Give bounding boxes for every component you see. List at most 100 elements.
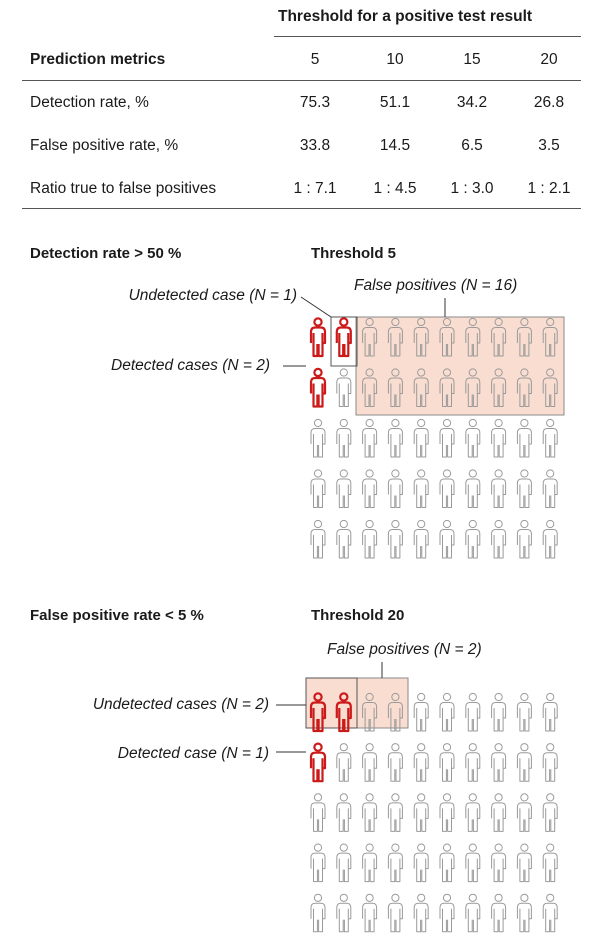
- person-icon: [362, 692, 378, 732]
- person-icon: [362, 519, 378, 559]
- person-case-icon: [309, 742, 327, 783]
- person-icon: [387, 418, 403, 458]
- person-icon: [542, 317, 558, 357]
- person-icon: [516, 743, 532, 782]
- threshold-heading: Threshold 5: [311, 245, 397, 262]
- person-icon: [387, 793, 403, 832]
- person-icon: [439, 793, 455, 832]
- person-icon: [542, 519, 558, 559]
- person-icon: [491, 692, 507, 732]
- person-icon: [491, 368, 507, 407]
- person-icon: [413, 418, 429, 458]
- person-icon: [465, 893, 481, 933]
- person-icon: [516, 317, 532, 357]
- person-icon: [439, 893, 455, 933]
- false-positives-label: False positives (N = 2): [327, 641, 482, 658]
- person-icon: [362, 893, 378, 933]
- person-icon: [413, 469, 429, 508]
- person-icon: [336, 469, 352, 508]
- person-icon: [465, 743, 481, 782]
- person-icon: [465, 368, 481, 407]
- person-icon: [542, 692, 558, 732]
- person-icon: [491, 317, 507, 357]
- person-case-icon: [309, 367, 327, 408]
- table-cell: 1 : 2.1: [527, 180, 571, 197]
- person-icon: [439, 743, 455, 782]
- person-icon: [413, 743, 429, 782]
- person-icon: [465, 793, 481, 832]
- person-case-icon: [309, 692, 327, 733]
- person-icon: [516, 893, 532, 933]
- person-icon: [387, 317, 403, 357]
- row-label-false-positive-rate: False positive rate, %: [30, 137, 179, 154]
- person-icon: [465, 418, 481, 458]
- person-icon: [413, 317, 429, 357]
- row-label-ratio: Ratio true to false positives: [30, 180, 217, 197]
- undetected-box: [305, 677, 358, 729]
- table-cell: 6.5: [461, 137, 483, 154]
- person-icon: [491, 519, 507, 559]
- person-icon: [387, 368, 403, 407]
- person-icon: [542, 893, 558, 933]
- person-case-icon: [335, 317, 352, 358]
- person-icon: [362, 469, 378, 508]
- undetected-label: Undetected cases (N = 2): [92, 696, 269, 713]
- person-icon: [465, 519, 481, 559]
- person-icon: [491, 893, 507, 933]
- undetected-label: Undetected case (N = 1): [128, 287, 297, 304]
- detected-label: Detected cases (N = 2): [111, 357, 270, 374]
- person-icon: [362, 368, 378, 407]
- person-icon: [362, 743, 378, 782]
- person-case-icon: [309, 317, 327, 358]
- person-icon: [336, 893, 352, 933]
- person-icon: [516, 368, 532, 407]
- threshold-col-15: 15: [463, 51, 481, 68]
- undetected-box: [330, 316, 358, 367]
- person-icon: [336, 793, 352, 832]
- threshold-heading: Threshold 20: [311, 607, 405, 624]
- person-icon: [336, 843, 352, 883]
- person-icon: [387, 743, 403, 782]
- person-icon: [542, 418, 558, 458]
- person-icon: [310, 893, 326, 933]
- person-icon: [491, 843, 507, 883]
- person-icon: [439, 692, 455, 732]
- person-icon: [491, 793, 507, 832]
- person-icon: [516, 469, 532, 508]
- person-icon: [336, 519, 352, 559]
- person-icon: [491, 743, 507, 782]
- criterion-heading: Detection rate > 50 %: [30, 245, 182, 262]
- person-icon: [516, 793, 532, 832]
- person-icon: [542, 843, 558, 883]
- person-icon: [413, 519, 429, 559]
- person-icon: [310, 469, 326, 508]
- person-icon: [310, 418, 326, 458]
- person-icon: [336, 418, 352, 458]
- person-icon: [413, 368, 429, 407]
- person-icon: [542, 743, 558, 782]
- table-cell: 75.3: [299, 94, 331, 111]
- person-icon: [336, 743, 352, 782]
- callout-leader-line: [300, 296, 332, 318]
- metrics-table: Threshold for a positive test result Pre…: [22, 0, 597, 215]
- table-cell: 26.8: [533, 94, 565, 111]
- person-icon: [310, 793, 326, 832]
- person-icon: [413, 692, 429, 732]
- person-icon: [362, 793, 378, 832]
- metrics-column-header: Prediction metrics: [30, 51, 166, 68]
- person-icon: [413, 893, 429, 933]
- person-icon: [439, 519, 455, 559]
- person-icon: [465, 843, 481, 883]
- person-icon: [310, 519, 326, 559]
- person-icon: [465, 692, 481, 732]
- person-icon: [362, 317, 378, 357]
- person-icon: [413, 793, 429, 832]
- person-case-icon: [335, 692, 352, 733]
- person-icon: [465, 317, 481, 357]
- person-icon: [516, 418, 532, 458]
- header-rule: [22, 80, 581, 81]
- person-icon: [491, 418, 507, 458]
